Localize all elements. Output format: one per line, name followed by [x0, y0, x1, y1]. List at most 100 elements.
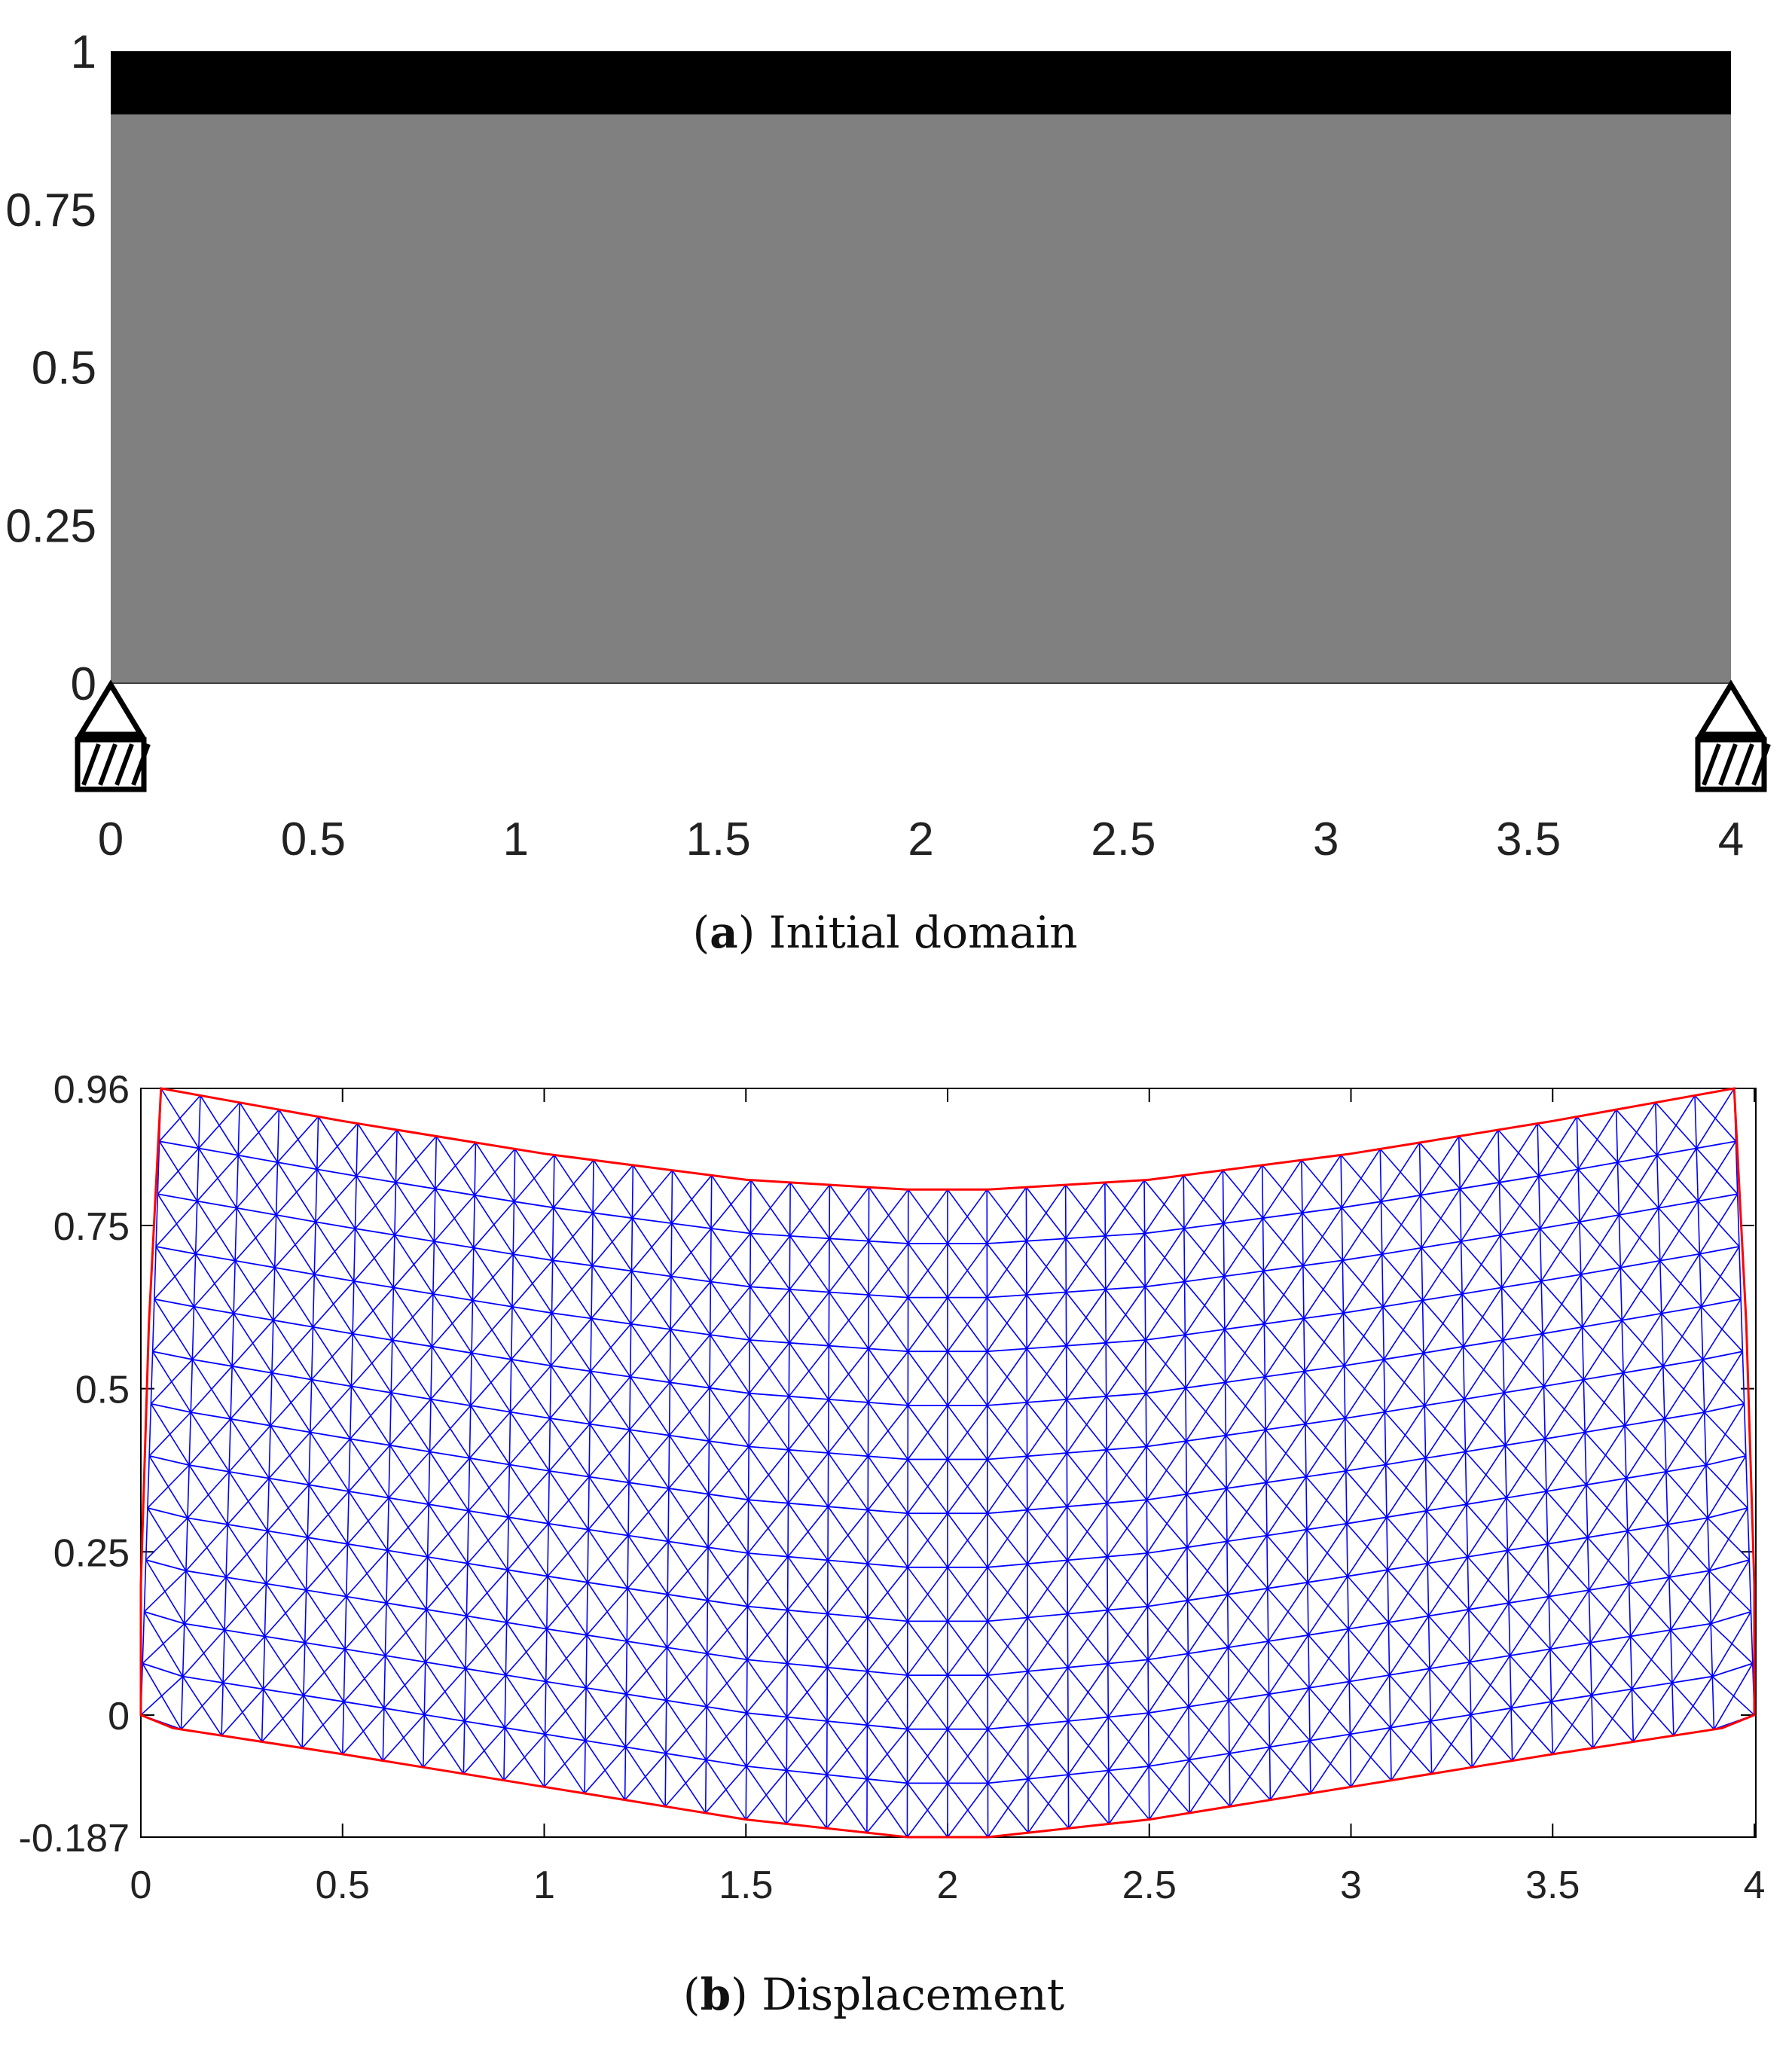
mesh-vertical-edge [1427, 1616, 1430, 1669]
mesh-vertical-edge [1146, 1552, 1149, 1607]
mesh-vertical-edge [157, 1141, 160, 1195]
mesh-vertical-edge [472, 1247, 475, 1301]
mesh-vertical-edge [1186, 1547, 1189, 1601]
mesh-diagonal-edge [1467, 1497, 1507, 1558]
mesh-diagonal-edge [1262, 1159, 1302, 1219]
mesh-vertical-edge [469, 1353, 472, 1406]
mesh-vertical-edge [389, 1393, 392, 1445]
mesh-vertical-edge [1224, 1329, 1226, 1383]
mesh-diagonal-edge [342, 1708, 385, 1755]
mesh-vertical-edge [463, 1668, 466, 1722]
mesh-diagonal-edge [907, 1243, 948, 1299]
mesh-diagonal-edge [1026, 1292, 1067, 1349]
mesh-diagonal-edge [463, 1727, 505, 1775]
mesh-vertical-edge [429, 1399, 432, 1452]
mesh-vertical-edge [1548, 1596, 1551, 1650]
mesh-vertical-edge [1618, 1214, 1622, 1268]
mesh-diagonal-edge [591, 1270, 633, 1319]
x-tick-label: 3 [1313, 813, 1339, 865]
mesh-diagonal-edge [553, 1159, 594, 1208]
mesh-diagonal-edge [230, 1372, 273, 1420]
x-tick-label: 0 [98, 813, 124, 865]
mesh-diagonal-edge [667, 1494, 710, 1542]
mesh-vertical-edge [1665, 1471, 1668, 1525]
mesh-vertical-edge [1544, 1439, 1547, 1492]
mesh-diagonal-edge [787, 1506, 829, 1558]
mesh-vertical-edge [1261, 1164, 1264, 1219]
x-tick-label: 1.5 [686, 813, 751, 865]
mesh-vertical-edge [268, 1425, 271, 1479]
mesh-diagonal-edge [469, 1412, 511, 1459]
mesh-vertical-edge [384, 1603, 387, 1656]
mesh-diagonal-edge [503, 1733, 546, 1781]
mesh-vertical-edge [273, 1267, 276, 1320]
mesh-vertical-edge [1579, 1222, 1582, 1275]
support-hatch [1751, 743, 1771, 786]
mesh-vertical-edge [1664, 1418, 1667, 1472]
mesh-vertical-edge [1750, 1611, 1754, 1664]
mesh-diagonal-edge [866, 1782, 908, 1833]
mesh-diagonal-edge [224, 1583, 267, 1631]
mesh-diagonal-edge [907, 1674, 948, 1730]
mesh-diagonal-edge [1664, 1359, 1704, 1420]
mesh-diagonal-edge [1027, 1720, 1069, 1780]
mesh-vertical-edge [705, 1706, 707, 1760]
mesh-vertical-edge [667, 1541, 669, 1595]
mesh-diagonal-edge [465, 1622, 508, 1669]
mesh-diagonal-edge [1502, 1280, 1542, 1341]
mesh-vertical-edge [1740, 1299, 1744, 1352]
mesh-diagonal-edge [1343, 1306, 1384, 1366]
y-tick-label: 0.96 [53, 1068, 130, 1112]
mesh-vertical-edge [1542, 1333, 1545, 1387]
mesh-diagonal-edge [947, 1620, 988, 1676]
mesh-diagonal-edge [1145, 1281, 1186, 1341]
mesh-vertical-edge [1470, 1714, 1473, 1768]
mesh-diagonal-edge [1510, 1648, 1551, 1709]
mesh-vertical-edge [1705, 1465, 1708, 1518]
mesh-diagonal-edge [1584, 1372, 1624, 1433]
mesh-diagonal-edge [586, 1588, 628, 1636]
mesh-vertical-edge [1384, 1412, 1387, 1465]
mesh-vertical-edge [348, 1439, 351, 1492]
mesh-diagonal-edge [1421, 1188, 1461, 1249]
mesh-diagonal-edge [344, 1602, 387, 1650]
mesh-diagonal-edge [631, 1170, 673, 1219]
mesh-diagonal-edge [1424, 1399, 1465, 1459]
mesh-vertical-edge [1745, 1455, 1748, 1509]
mesh-diagonal-edge [1423, 1293, 1463, 1354]
mesh-diagonal-edge [1027, 1613, 1068, 1672]
mesh-diagonal-edge [789, 1238, 830, 1290]
mesh-diagonal-edge [427, 1510, 469, 1558]
mesh-vertical-edge [1223, 1276, 1226, 1329]
mesh-vertical-edge [231, 1313, 234, 1366]
mesh-diagonal-edge [1186, 1435, 1227, 1495]
mesh-diagonal-edge [221, 1688, 264, 1736]
mesh-vertical-edge [265, 1531, 269, 1584]
mesh-vertical-edge [147, 1455, 150, 1509]
mesh-diagonal-edge [630, 1329, 671, 1378]
mesh-vertical-edge [1379, 1149, 1382, 1202]
mesh-diagonal-edge [1430, 1662, 1470, 1722]
mesh-vertical-edge [1577, 1169, 1580, 1222]
mesh-vertical-edge [1458, 1136, 1461, 1189]
mesh-vertical-edge [264, 1583, 267, 1637]
mesh-diagonal-edge [1631, 1629, 1671, 1689]
mesh-vertical-edge [746, 1606, 749, 1660]
mesh-diagonal-edge [382, 1714, 425, 1762]
mesh-vertical-edge [222, 1630, 225, 1683]
mesh-vertical-edge [194, 1201, 198, 1254]
y-tick-label: 0 [108, 1695, 130, 1738]
mesh-vertical-edge [236, 1155, 239, 1208]
mesh-diagonal-edge [313, 1228, 356, 1275]
mesh-diagonal-edge [746, 1556, 789, 1607]
mesh-vertical-edge [749, 1180, 752, 1234]
mesh-vertical-edge [505, 1570, 508, 1623]
mesh-vertical-edge [627, 1535, 629, 1589]
mesh-diagonal-edge [472, 1253, 514, 1301]
mesh-diagonal-edge [625, 1647, 668, 1695]
mesh-vertical-edge [267, 1478, 270, 1531]
mesh-diagonal-edge [1185, 1381, 1226, 1442]
mesh-diagonal-edge [1667, 1464, 1707, 1525]
mesh-vertical-edge [308, 1432, 311, 1485]
mesh-vertical-edge [664, 1753, 667, 1807]
